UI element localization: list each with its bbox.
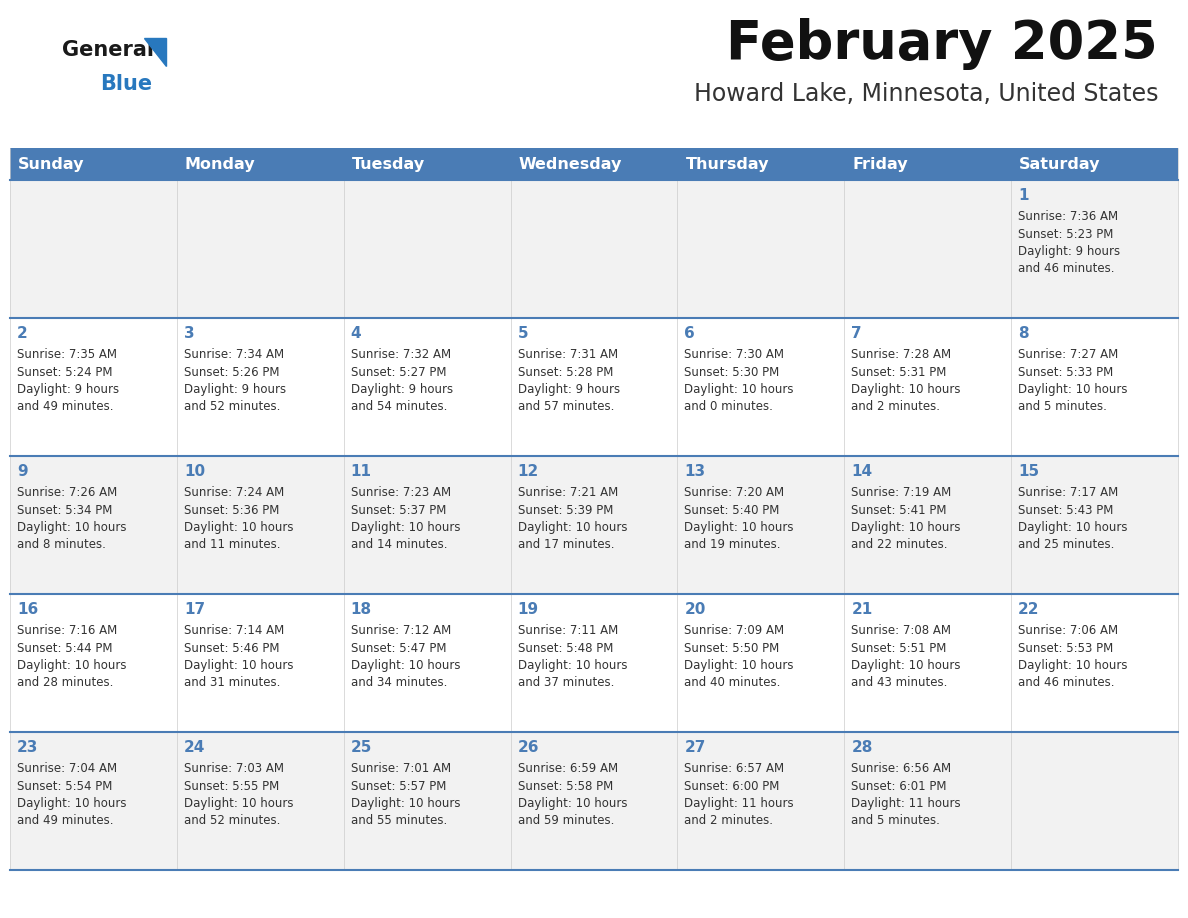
Text: Sunrise: 7:23 AM
Sunset: 5:37 PM
Daylight: 10 hours
and 14 minutes.: Sunrise: 7:23 AM Sunset: 5:37 PM Dayligh… (350, 486, 460, 552)
Text: General: General (62, 40, 154, 60)
Text: Sunrise: 7:08 AM
Sunset: 5:51 PM
Daylight: 10 hours
and 43 minutes.: Sunrise: 7:08 AM Sunset: 5:51 PM Dayligh… (852, 624, 961, 689)
Text: 2: 2 (17, 326, 27, 341)
Text: Sunrise: 7:14 AM
Sunset: 5:46 PM
Daylight: 10 hours
and 31 minutes.: Sunrise: 7:14 AM Sunset: 5:46 PM Dayligh… (184, 624, 293, 689)
Text: Sunrise: 7:21 AM
Sunset: 5:39 PM
Daylight: 10 hours
and 17 minutes.: Sunrise: 7:21 AM Sunset: 5:39 PM Dayligh… (518, 486, 627, 552)
Text: Sunrise: 6:56 AM
Sunset: 6:01 PM
Daylight: 11 hours
and 5 minutes.: Sunrise: 6:56 AM Sunset: 6:01 PM Dayligh… (852, 762, 961, 827)
Text: 9: 9 (17, 464, 27, 479)
Text: 21: 21 (852, 602, 872, 617)
Text: Sunrise: 7:20 AM
Sunset: 5:40 PM
Daylight: 10 hours
and 19 minutes.: Sunrise: 7:20 AM Sunset: 5:40 PM Dayligh… (684, 486, 794, 552)
Text: Sunrise: 7:06 AM
Sunset: 5:53 PM
Daylight: 10 hours
and 46 minutes.: Sunrise: 7:06 AM Sunset: 5:53 PM Dayligh… (1018, 624, 1127, 689)
Text: 28: 28 (852, 740, 873, 755)
Text: February 2025: February 2025 (726, 18, 1158, 70)
Text: Sunrise: 7:17 AM
Sunset: 5:43 PM
Daylight: 10 hours
and 25 minutes.: Sunrise: 7:17 AM Sunset: 5:43 PM Dayligh… (1018, 486, 1127, 552)
Text: Sunrise: 7:31 AM
Sunset: 5:28 PM
Daylight: 9 hours
and 57 minutes.: Sunrise: 7:31 AM Sunset: 5:28 PM Dayligh… (518, 348, 620, 413)
Text: Sunrise: 6:59 AM
Sunset: 5:58 PM
Daylight: 10 hours
and 59 minutes.: Sunrise: 6:59 AM Sunset: 5:58 PM Dayligh… (518, 762, 627, 827)
Bar (10, 180, 1178, 318)
Text: 5: 5 (518, 326, 529, 341)
Text: 24: 24 (184, 740, 206, 755)
Bar (845, 148, 1011, 180)
Text: Sunrise: 7:11 AM
Sunset: 5:48 PM
Daylight: 10 hours
and 37 minutes.: Sunrise: 7:11 AM Sunset: 5:48 PM Dayligh… (518, 624, 627, 689)
Bar (10, 148, 177, 180)
Text: Sunrise: 7:19 AM
Sunset: 5:41 PM
Daylight: 10 hours
and 22 minutes.: Sunrise: 7:19 AM Sunset: 5:41 PM Dayligh… (852, 486, 961, 552)
Polygon shape (144, 38, 166, 66)
Text: Wednesday: Wednesday (519, 156, 623, 172)
Bar (10, 594, 1178, 732)
Text: 14: 14 (852, 464, 872, 479)
Text: 8: 8 (1018, 326, 1029, 341)
Text: 27: 27 (684, 740, 706, 755)
Text: Sunrise: 6:57 AM
Sunset: 6:00 PM
Daylight: 11 hours
and 2 minutes.: Sunrise: 6:57 AM Sunset: 6:00 PM Dayligh… (684, 762, 794, 827)
Text: Sunrise: 7:36 AM
Sunset: 5:23 PM
Daylight: 9 hours
and 46 minutes.: Sunrise: 7:36 AM Sunset: 5:23 PM Dayligh… (1018, 210, 1120, 275)
Text: 13: 13 (684, 464, 706, 479)
Text: Sunrise: 7:24 AM
Sunset: 5:36 PM
Daylight: 10 hours
and 11 minutes.: Sunrise: 7:24 AM Sunset: 5:36 PM Dayligh… (184, 486, 293, 552)
Bar (677, 148, 845, 180)
Text: 10: 10 (184, 464, 206, 479)
Text: Sunrise: 7:03 AM
Sunset: 5:55 PM
Daylight: 10 hours
and 52 minutes.: Sunrise: 7:03 AM Sunset: 5:55 PM Dayligh… (184, 762, 293, 827)
Text: Saturday: Saturday (1019, 156, 1100, 172)
Text: Monday: Monday (185, 156, 255, 172)
Text: 20: 20 (684, 602, 706, 617)
Bar (343, 148, 511, 180)
Text: Howard Lake, Minnesota, United States: Howard Lake, Minnesota, United States (694, 82, 1158, 106)
Text: 11: 11 (350, 464, 372, 479)
Text: Sunday: Sunday (18, 156, 84, 172)
Text: Sunrise: 7:28 AM
Sunset: 5:31 PM
Daylight: 10 hours
and 2 minutes.: Sunrise: 7:28 AM Sunset: 5:31 PM Dayligh… (852, 348, 961, 413)
Text: Sunrise: 7:04 AM
Sunset: 5:54 PM
Daylight: 10 hours
and 49 minutes.: Sunrise: 7:04 AM Sunset: 5:54 PM Dayligh… (17, 762, 126, 827)
Text: 25: 25 (350, 740, 372, 755)
Text: 17: 17 (184, 602, 206, 617)
Text: Sunrise: 7:32 AM
Sunset: 5:27 PM
Daylight: 9 hours
and 54 minutes.: Sunrise: 7:32 AM Sunset: 5:27 PM Dayligh… (350, 348, 453, 413)
Text: Sunrise: 7:09 AM
Sunset: 5:50 PM
Daylight: 10 hours
and 40 minutes.: Sunrise: 7:09 AM Sunset: 5:50 PM Dayligh… (684, 624, 794, 689)
Text: Sunrise: 7:16 AM
Sunset: 5:44 PM
Daylight: 10 hours
and 28 minutes.: Sunrise: 7:16 AM Sunset: 5:44 PM Dayligh… (17, 624, 126, 689)
Bar (177, 148, 343, 180)
Text: Sunrise: 7:12 AM
Sunset: 5:47 PM
Daylight: 10 hours
and 34 minutes.: Sunrise: 7:12 AM Sunset: 5:47 PM Dayligh… (350, 624, 460, 689)
Bar (10, 456, 1178, 594)
Text: 22: 22 (1018, 602, 1040, 617)
Text: 4: 4 (350, 326, 361, 341)
Text: Blue: Blue (100, 74, 152, 94)
Text: Thursday: Thursday (685, 156, 769, 172)
Text: Friday: Friday (852, 156, 908, 172)
Text: Sunrise: 7:35 AM
Sunset: 5:24 PM
Daylight: 9 hours
and 49 minutes.: Sunrise: 7:35 AM Sunset: 5:24 PM Dayligh… (17, 348, 119, 413)
Text: Tuesday: Tuesday (352, 156, 425, 172)
Text: 18: 18 (350, 602, 372, 617)
Text: 26: 26 (518, 740, 539, 755)
Bar (10, 318, 1178, 456)
Text: 12: 12 (518, 464, 539, 479)
Bar (1011, 148, 1178, 180)
Bar (511, 148, 677, 180)
Text: Sunrise: 7:34 AM
Sunset: 5:26 PM
Daylight: 9 hours
and 52 minutes.: Sunrise: 7:34 AM Sunset: 5:26 PM Dayligh… (184, 348, 286, 413)
Text: 19: 19 (518, 602, 538, 617)
Bar (10, 732, 1178, 870)
Text: 6: 6 (684, 326, 695, 341)
Text: 23: 23 (17, 740, 38, 755)
Text: 16: 16 (17, 602, 38, 617)
Text: 1: 1 (1018, 188, 1029, 203)
Text: Sunrise: 7:30 AM
Sunset: 5:30 PM
Daylight: 10 hours
and 0 minutes.: Sunrise: 7:30 AM Sunset: 5:30 PM Dayligh… (684, 348, 794, 413)
Text: Sunrise: 7:01 AM
Sunset: 5:57 PM
Daylight: 10 hours
and 55 minutes.: Sunrise: 7:01 AM Sunset: 5:57 PM Dayligh… (350, 762, 460, 827)
Text: 3: 3 (184, 326, 195, 341)
Text: 7: 7 (852, 326, 862, 341)
Text: 15: 15 (1018, 464, 1040, 479)
Text: Sunrise: 7:27 AM
Sunset: 5:33 PM
Daylight: 10 hours
and 5 minutes.: Sunrise: 7:27 AM Sunset: 5:33 PM Dayligh… (1018, 348, 1127, 413)
Text: Sunrise: 7:26 AM
Sunset: 5:34 PM
Daylight: 10 hours
and 8 minutes.: Sunrise: 7:26 AM Sunset: 5:34 PM Dayligh… (17, 486, 126, 552)
